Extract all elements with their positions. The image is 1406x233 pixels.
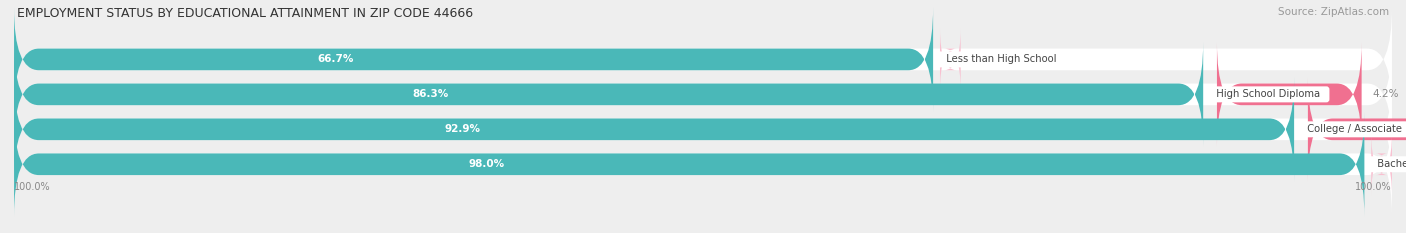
FancyBboxPatch shape [14,7,1392,112]
FancyBboxPatch shape [1371,133,1392,195]
FancyBboxPatch shape [14,7,934,112]
Text: Source: ZipAtlas.com: Source: ZipAtlas.com [1278,7,1389,17]
FancyBboxPatch shape [14,77,1294,182]
Text: 98.0%: 98.0% [468,159,505,169]
FancyBboxPatch shape [14,112,1392,216]
Text: College / Associate Degree: College / Associate Degree [1301,124,1406,134]
Text: 0.0%: 0.0% [969,55,995,64]
Text: 0.0%: 0.0% [1400,159,1406,169]
Text: Less than High School: Less than High School [941,55,1063,64]
Text: EMPLOYMENT STATUS BY EDUCATIONAL ATTAINMENT IN ZIP CODE 44666: EMPLOYMENT STATUS BY EDUCATIONAL ATTAINM… [17,7,472,20]
FancyBboxPatch shape [1308,77,1406,182]
FancyBboxPatch shape [14,42,1204,147]
Text: 100.0%: 100.0% [1355,182,1392,192]
FancyBboxPatch shape [941,28,960,90]
FancyBboxPatch shape [14,112,1364,216]
FancyBboxPatch shape [1218,42,1361,147]
FancyBboxPatch shape [14,77,1392,182]
Text: High School Diploma: High School Diploma [1211,89,1326,99]
Text: 66.7%: 66.7% [318,55,354,64]
Text: 92.9%: 92.9% [444,124,479,134]
Legend: In Labor Force, Unemployed: In Labor Force, Unemployed [605,231,801,233]
FancyBboxPatch shape [14,42,1392,147]
Text: 100.0%: 100.0% [14,182,51,192]
Text: 86.3%: 86.3% [412,89,449,99]
Text: Bachelor's Degree or higher: Bachelor's Degree or higher [1371,159,1406,169]
Text: 4.2%: 4.2% [1372,89,1399,99]
